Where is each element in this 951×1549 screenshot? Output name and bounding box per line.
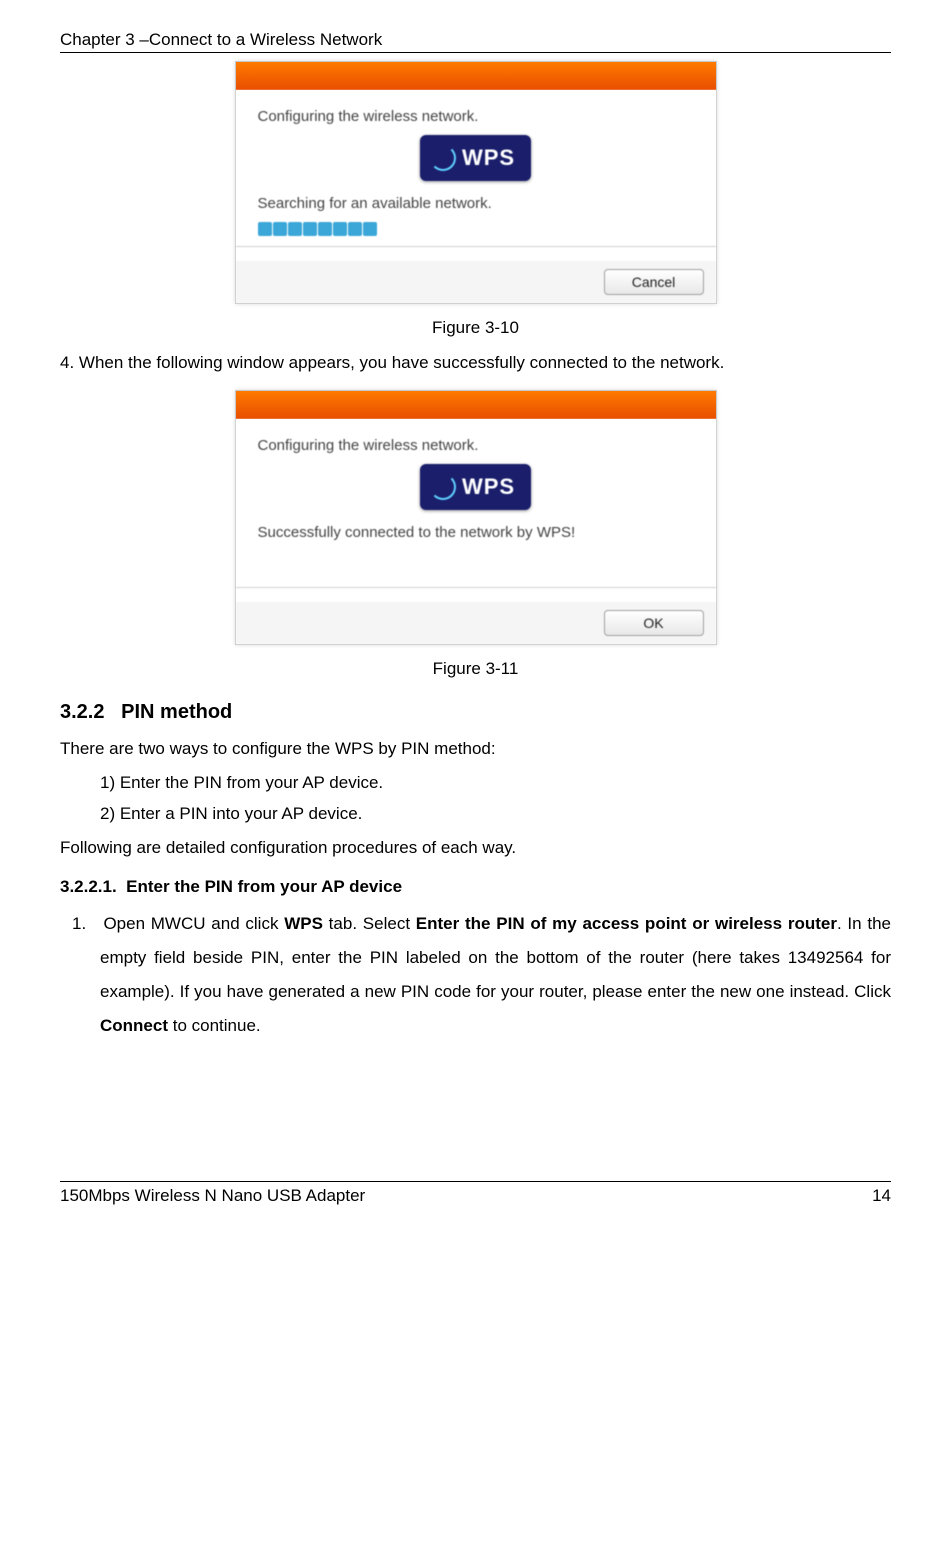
step-number: 1. [72, 914, 86, 933]
wps-badge-label: WPS [420, 464, 531, 510]
instr-text: tab. Select [323, 914, 416, 933]
footer-product-name: 150Mbps Wireless N Nano USB Adapter [60, 1186, 365, 1206]
searching-message: Searching for an available network. [258, 195, 694, 212]
instr-bold-wps: WPS [284, 914, 323, 933]
section-number: 3.2.2 [60, 701, 104, 723]
page-header: Chapter 3 –Connect to a Wireless Network [60, 30, 891, 53]
dialog-titlebar [236, 391, 716, 419]
wps-dialog-success: Configuring the wireless network. WPS Su… [235, 390, 717, 645]
dialog-body: Configuring the wireless network. WPS Se… [236, 90, 716, 261]
wps-badge: WPS [258, 464, 694, 510]
instr-text: Open MWCU and click [103, 914, 284, 933]
instr-bold-enter-pin: Enter the PIN of my access point or wire… [416, 914, 837, 933]
progress-bar [258, 222, 694, 236]
dialog-titlebar [236, 62, 716, 90]
instruction-step-1: 1. Open MWCU and click WPS tab. Select E… [100, 907, 891, 1043]
footer-page-number: 14 [872, 1186, 891, 1206]
ok-button[interactable]: OK [604, 610, 704, 636]
subsection-title: Enter the PIN from your AP device [126, 877, 402, 896]
step-4-text: 4. When the following window appears, yo… [60, 350, 891, 376]
wps-dialog-searching: Configuring the wireless network. WPS Se… [235, 61, 717, 304]
figure-3-10-wrap: Configuring the wireless network. WPS Se… [60, 61, 891, 304]
figure-3-11-wrap: Configuring the wireless network. WPS Su… [60, 390, 891, 645]
dialog-footer: OK [236, 602, 716, 644]
cancel-button[interactable]: Cancel [604, 269, 704, 295]
configuring-message: Configuring the wireless network. [258, 108, 694, 125]
wps-badge: WPS [258, 135, 694, 181]
page-footer: 150Mbps Wireless N Nano USB Adapter 14 [60, 1181, 891, 1206]
configuring-message: Configuring the wireless network. [258, 437, 694, 454]
pin-way-2: 2) Enter a PIN into your AP device. [100, 800, 891, 827]
wps-badge-label: WPS [420, 135, 531, 181]
pin-way-1: 1) Enter the PIN from your AP device. [100, 769, 891, 796]
subsection-number: 3.2.2.1. [60, 877, 117, 896]
instr-text: to continue. [168, 1016, 261, 1035]
dialog-divider [236, 587, 716, 588]
figure-caption-3-11: Figure 3-11 [60, 659, 891, 679]
section-title: PIN method [121, 701, 232, 723]
dialog-divider [236, 246, 716, 247]
pin-intro-text: There are two ways to configure the WPS … [60, 736, 891, 762]
figure-caption-3-10: Figure 3-10 [60, 318, 891, 338]
dialog-footer: Cancel [236, 261, 716, 303]
success-message: Successfully connected to the network by… [258, 524, 694, 541]
instr-bold-connect: Connect [100, 1016, 168, 1035]
following-text: Following are detailed configuration pro… [60, 835, 891, 861]
subsection-heading-3-2-2-1: 3.2.2.1. Enter the PIN from your AP devi… [60, 877, 891, 897]
dialog-body: Configuring the wireless network. WPS Su… [236, 419, 716, 602]
section-heading-3-2-2: 3.2.2 PIN method [60, 701, 891, 724]
